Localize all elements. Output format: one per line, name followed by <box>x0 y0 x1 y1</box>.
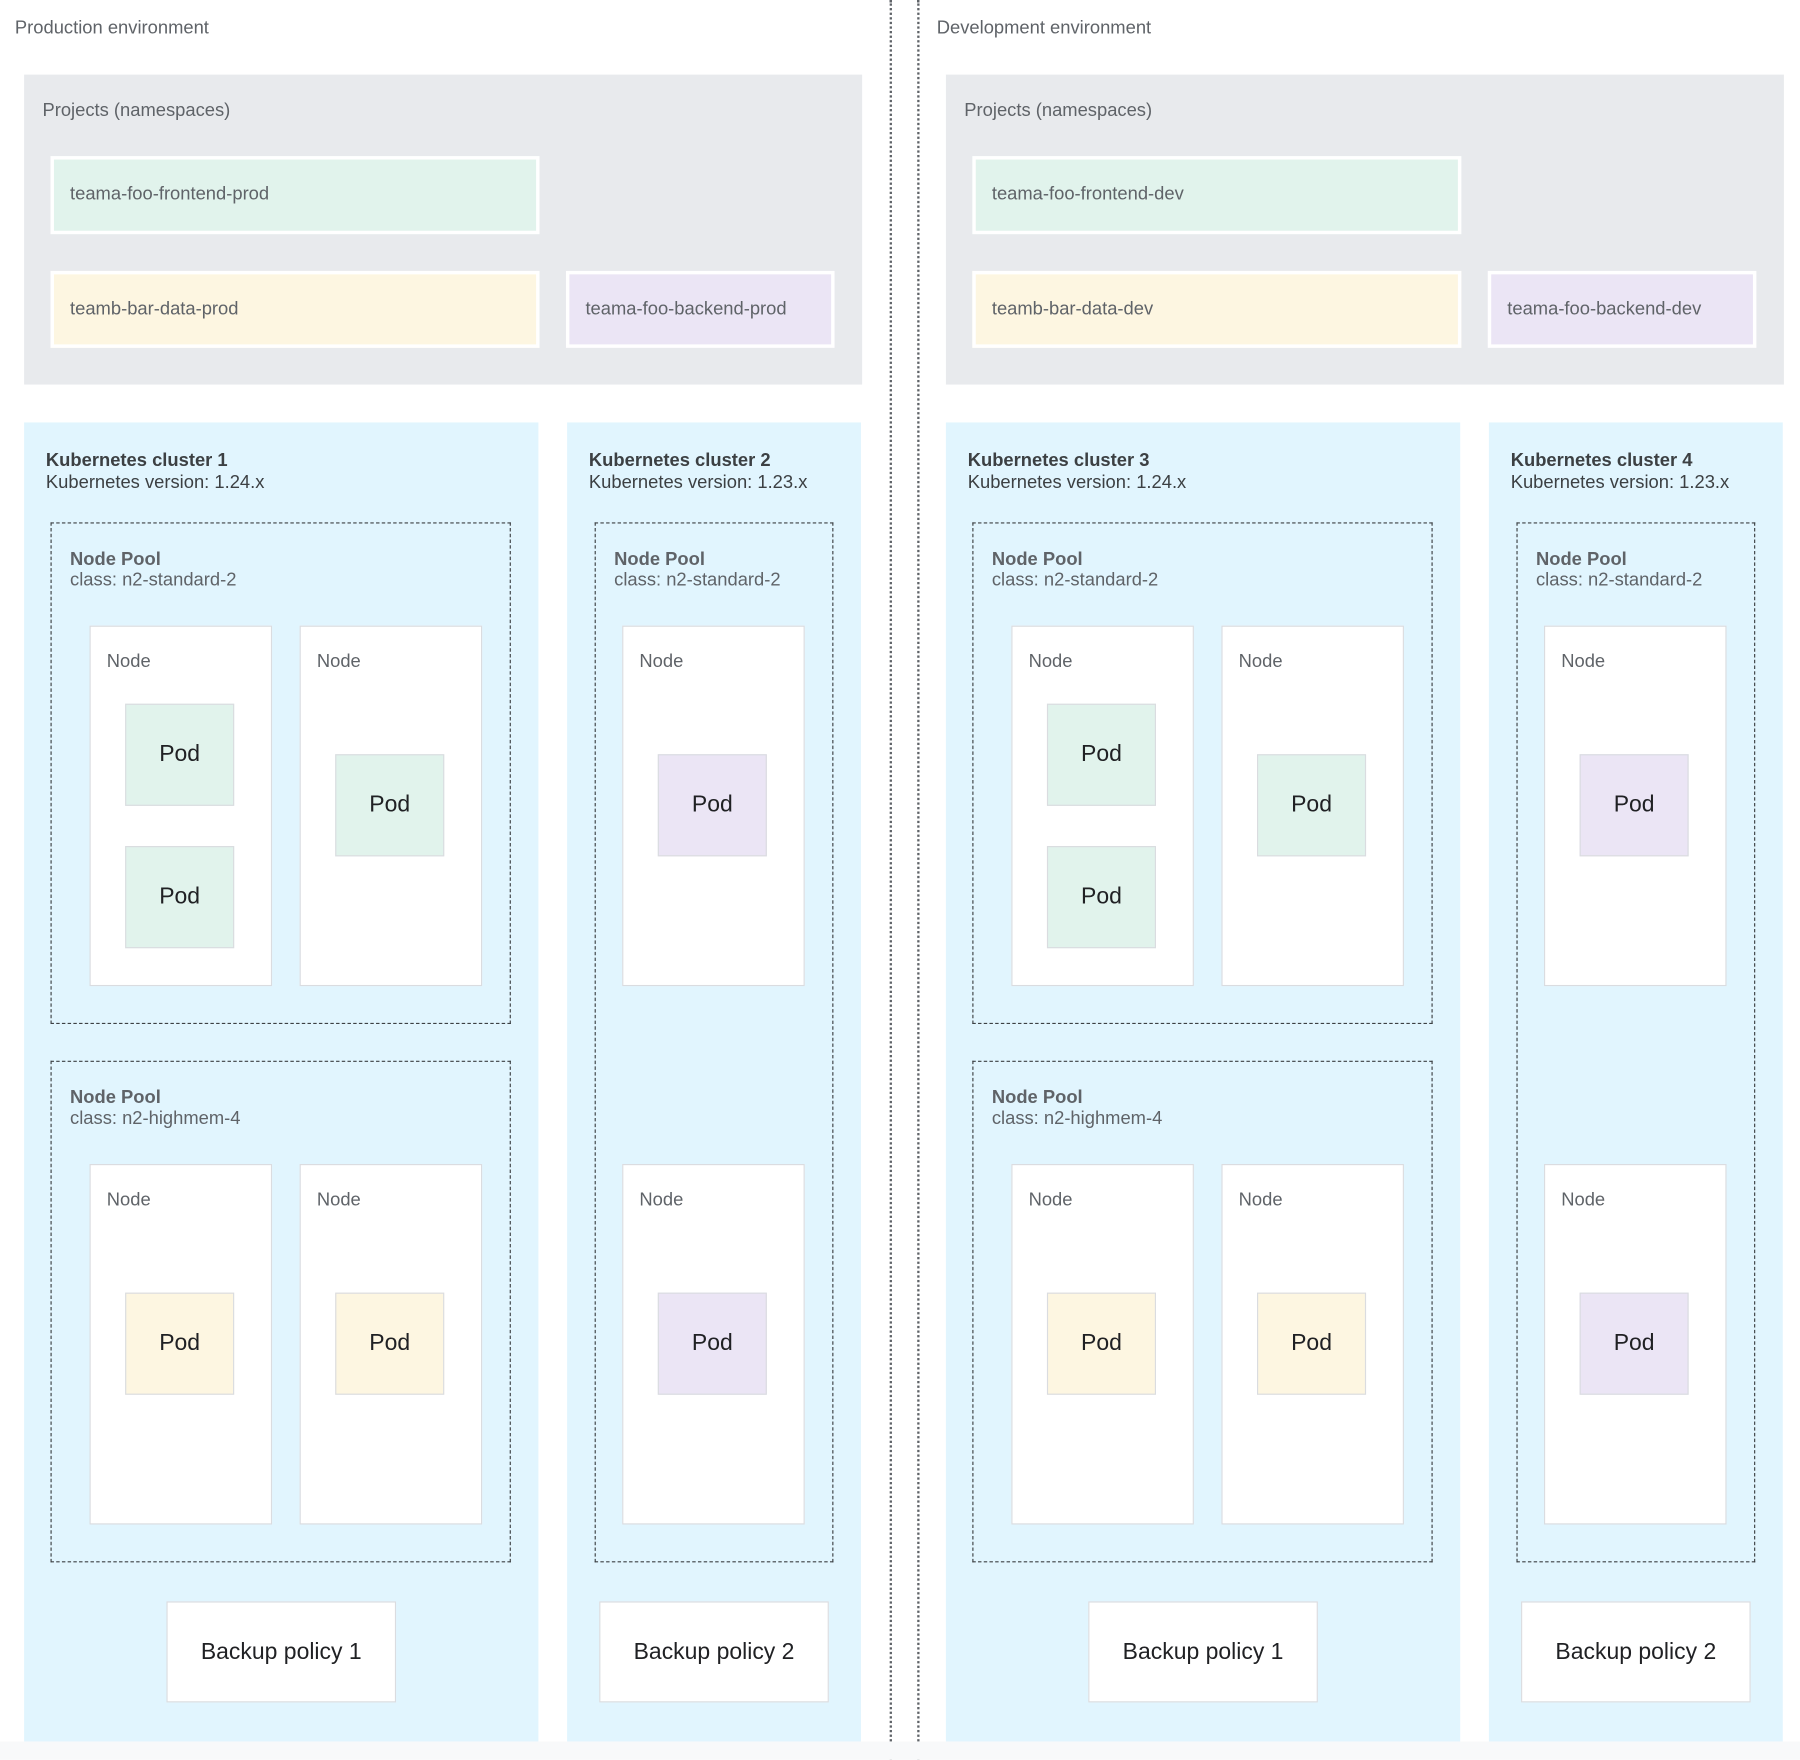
pod: Pod <box>335 754 445 857</box>
namespace-box <box>50 270 540 348</box>
node-pool-class: class: n2-standard-2 <box>614 570 781 591</box>
environment-divider <box>917 0 920 1760</box>
node-pool <box>972 1060 1433 1563</box>
pod: Pod <box>125 703 235 806</box>
cluster-version: Kubernetes version: 1.24.x <box>967 472 1187 493</box>
backup-policy: Backup policy 2 <box>1521 1601 1751 1703</box>
namespace-label: teama-foo-backend-dev <box>1507 299 1702 319</box>
node-label: Node <box>1028 1190 1073 1210</box>
environment-divider <box>889 0 892 1760</box>
node-label: Node <box>1238 1190 1283 1210</box>
footer-strip <box>0 1741 1800 1760</box>
pod: Pod <box>1579 754 1689 857</box>
backup-policy: Backup policy 2 <box>599 1601 829 1703</box>
environment-title: Development environment <box>936 18 1152 38</box>
node-label: Node <box>106 1190 151 1210</box>
node <box>89 625 273 987</box>
cluster-name: Kubernetes cluster 3 <box>967 451 1150 471</box>
node-label: Node <box>639 1190 684 1210</box>
node-pool <box>50 522 511 1024</box>
node-label: Node <box>1561 652 1606 672</box>
node-pool-class: class: n2-highmem-4 <box>991 1108 1163 1129</box>
namespace-box <box>565 270 835 348</box>
node-pool <box>594 522 834 1563</box>
pod: Pod <box>657 1292 767 1395</box>
node-pool-class: class: n2-standard-2 <box>1535 570 1703 591</box>
node-label: Node <box>1028 652 1073 672</box>
namespace-box <box>972 156 1462 235</box>
node-label: Node <box>639 652 684 672</box>
namespace-label: teamb-bar-data-prod <box>70 299 239 319</box>
node-label: Node <box>106 652 151 672</box>
environment-title: Production environment <box>14 18 209 38</box>
namespace-label: teamb-bar-data-dev <box>991 299 1154 319</box>
pod: Pod <box>1046 703 1156 806</box>
cluster-version: Kubernetes version: 1.24.x <box>45 472 265 493</box>
node-pool-class: class: n2-standard-2 <box>991 570 1159 591</box>
backup-policy: Backup policy 1 <box>166 1601 397 1703</box>
node-label: Node <box>316 652 361 672</box>
pod: Pod <box>125 846 235 949</box>
pod: Pod <box>1579 1292 1689 1395</box>
projects-title: Projects (namespaces) <box>964 101 1153 121</box>
pod: Pod <box>1046 1292 1156 1395</box>
pod: Pod <box>1257 754 1367 857</box>
pod: Pod <box>335 1292 445 1395</box>
pod: Pod <box>1257 1292 1367 1395</box>
node-pool-name: Node Pool <box>70 549 161 570</box>
projects-title: Projects (namespaces) <box>42 101 231 121</box>
namespace-box <box>972 270 1462 348</box>
namespace-label: teama-foo-frontend-prod <box>70 184 270 205</box>
node-pool-name: Node Pool <box>70 1088 161 1108</box>
cluster-name: Kubernetes cluster 1 <box>45 451 228 471</box>
pod: Pod <box>657 754 767 857</box>
node-pool <box>50 1060 511 1563</box>
node-pool-name: Node Pool <box>991 1088 1083 1108</box>
cluster-name: Kubernetes cluster 4 <box>1510 451 1693 471</box>
node-label: Node <box>316 1190 361 1210</box>
cluster-version: Kubernetes version: 1.23.x <box>1510 472 1730 493</box>
node-label: Node <box>1561 1190 1606 1210</box>
namespace-label: teama-foo-backend-prod <box>585 299 787 319</box>
node-pool-name: Node Pool <box>991 549 1083 570</box>
node-pool-name: Node Pool <box>1535 549 1627 570</box>
namespace-label: teama-foo-frontend-dev <box>991 184 1184 205</box>
node-label: Node <box>1238 652 1283 672</box>
namespace-box <box>50 156 540 235</box>
node-pool <box>1516 522 1756 1563</box>
node-pool-class: class: n2-standard-2 <box>70 570 237 591</box>
namespace-box <box>1487 270 1757 348</box>
node-pool-class: class: n2-highmem-4 <box>70 1108 241 1129</box>
pod: Pod <box>125 1292 235 1395</box>
cluster-name: Kubernetes cluster 2 <box>588 451 771 471</box>
pod: Pod <box>1046 846 1156 949</box>
backup-policy: Backup policy 1 <box>1088 1601 1318 1703</box>
node-pool-name: Node Pool <box>614 549 705 570</box>
node-pool <box>972 522 1433 1024</box>
cluster-version: Kubernetes version: 1.23.x <box>588 472 808 493</box>
